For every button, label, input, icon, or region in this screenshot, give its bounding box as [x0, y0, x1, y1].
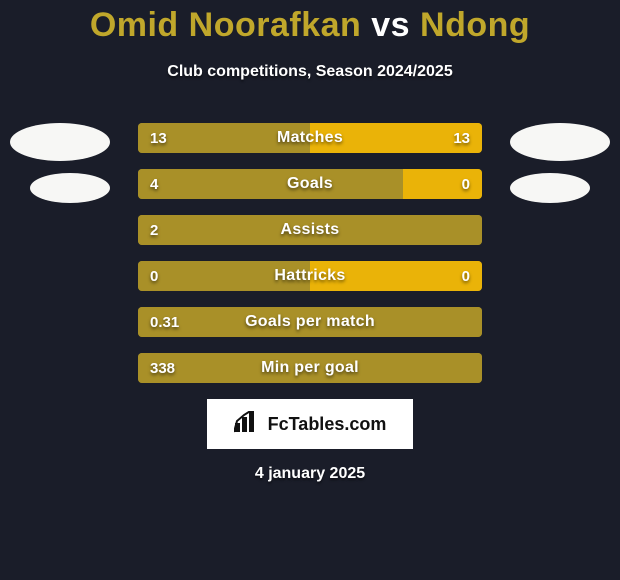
- player2-club-placeholder: [510, 173, 590, 203]
- stat-value-player1: 2: [138, 215, 170, 245]
- stat-row: Goals4 0: [138, 169, 482, 199]
- brand-box: FcTables.com: [207, 399, 413, 449]
- stat-bars: Matches1313Goals40Assists2Hattricks00Goa…: [138, 123, 482, 383]
- player1-name: Omid Noorafkan: [90, 6, 361, 44]
- stat-label: Min per goal: [138, 353, 482, 383]
- stat-value-player2: 0: [450, 169, 482, 199]
- bar-chart-icon: [234, 411, 260, 438]
- brand-text: FcTables.com: [268, 414, 387, 435]
- stat-value-player2: 13: [441, 123, 482, 153]
- stat-row: Hattricks0 0: [138, 261, 482, 291]
- stat-value-player1: 0.31: [138, 307, 191, 337]
- stat-value-player1: 4: [138, 169, 170, 199]
- player2-name: Ndong: [420, 6, 530, 44]
- stat-row: Assists2: [138, 215, 482, 245]
- player1-avatar-placeholder: [10, 123, 110, 161]
- player1-club-placeholder: [30, 173, 110, 203]
- player2-avatar-placeholder: [510, 123, 610, 161]
- comparison-subtitle: Club competitions, Season 2024/2025: [0, 63, 620, 81]
- stat-value-player1: 13: [138, 123, 179, 153]
- snapshot-date: 4 january 2025: [0, 465, 620, 483]
- stat-value-player2: 0: [450, 261, 482, 291]
- stat-label: Matches: [138, 123, 482, 153]
- stat-value-player1: 0: [138, 261, 170, 291]
- comparison-title: Omid Noorafkan vs Ndong: [0, 0, 620, 45]
- stat-row: Matches13 13: [138, 123, 482, 153]
- stat-label: Goals: [138, 169, 482, 199]
- comparison-arena: Matches1313Goals40Assists2Hattricks00Goa…: [0, 123, 620, 383]
- stat-label: Hattricks: [138, 261, 482, 291]
- stat-value-player1: 338: [138, 353, 187, 383]
- stat-row: Goals per match0.31: [138, 307, 482, 337]
- stat-label: Assists: [138, 215, 482, 245]
- stat-row: Min per goal338: [138, 353, 482, 383]
- vs-word: vs: [371, 6, 410, 44]
